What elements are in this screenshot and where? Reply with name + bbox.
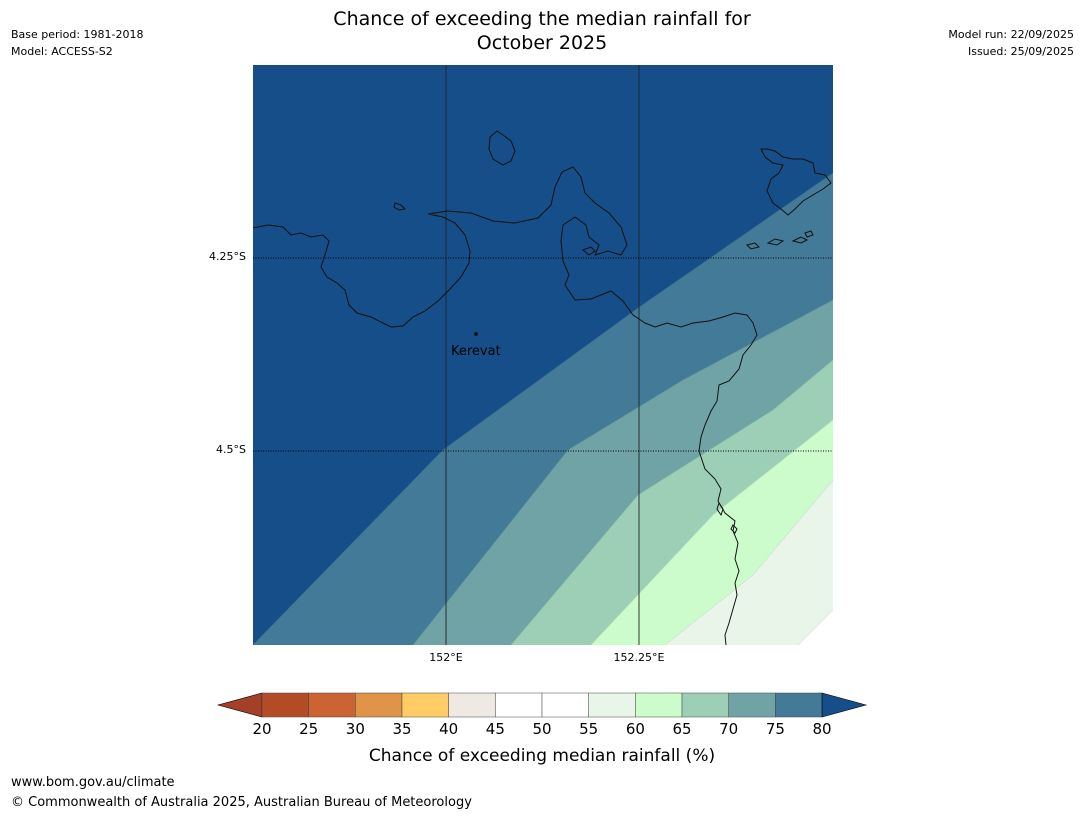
- contour-line: [664, 479, 834, 646]
- base-period: Base period: 1981-2018: [11, 28, 144, 41]
- lon-label-152-25: 152.25°E: [613, 651, 665, 664]
- band-55-60: [665, 480, 833, 645]
- lat-label-4-5: 4.5°S: [216, 443, 246, 456]
- colorbar-tick-label: 40: [439, 720, 459, 738]
- colorbar-segment: [261, 692, 309, 718]
- footer-copyright: © Commonwealth of Australia 2025, Austra…: [11, 795, 472, 810]
- colorbar-tick-label: 55: [579, 720, 599, 738]
- contour-line: [412, 299, 834, 646]
- colorbar-tick-label: 50: [532, 720, 552, 738]
- contour-line: [590, 419, 834, 646]
- model-name: Model: ACCESS-S2: [11, 45, 113, 58]
- colorbar-tick-label: 20: [252, 720, 272, 738]
- colorbar-segment: [448, 692, 496, 718]
- colorbar-tick-label: 75: [765, 720, 785, 738]
- lat-label-4-25: 4.25°S: [209, 250, 246, 263]
- kerevat-dot: [474, 332, 478, 336]
- colorbar: [214, 690, 874, 722]
- colorbar-segment: [495, 692, 543, 718]
- model-run: Model run: 22/09/2025: [948, 28, 1074, 41]
- colorbar-tick-label: 60: [625, 720, 645, 738]
- footer-url[interactable]: www.bom.gov.au/climate: [11, 775, 175, 790]
- colorbar-extend-high: [821, 692, 868, 718]
- colorbar-tick-label: 35: [392, 720, 412, 738]
- map-svg[interactable]: Kerevat: [252, 65, 834, 646]
- colorbar-segment: [775, 692, 823, 718]
- issued-date: Issued: 25/09/2025: [967, 45, 1074, 58]
- colorbar-tick-label: 45: [485, 720, 505, 738]
- meta-left: Base period: 1981-2018 Model: ACCESS-S2: [11, 26, 143, 60]
- colorbar-segment: [635, 692, 683, 718]
- contour-line: [252, 172, 834, 646]
- colorbar-segment: [588, 692, 636, 718]
- colorbar-tick-label: 65: [672, 720, 692, 738]
- coastline: [252, 130, 832, 646]
- colorbar-svg: [216, 692, 868, 718]
- colorbar-tick-label: 30: [345, 720, 365, 738]
- title-line-2: October 2025: [476, 32, 608, 54]
- colorbar-segment: [308, 692, 356, 718]
- chart-title: Chance of exceeding the median rainfall …: [242, 7, 842, 55]
- contour-line: [510, 359, 834, 646]
- lon-label-152: 152°E: [429, 651, 463, 664]
- colorbar-segment: [541, 692, 589, 718]
- colorbar-tick-label: 80: [812, 720, 832, 738]
- contour-line: [797, 609, 834, 646]
- meta-right: Model run: 22/09/2025 Issued: 25/09/2025: [948, 26, 1074, 60]
- colorbar-tick-label: 25: [299, 720, 319, 738]
- map[interactable]: Kerevat: [252, 65, 834, 646]
- colorbar-segment: [728, 692, 776, 718]
- colorbar-segment: [681, 692, 729, 718]
- title-line-1: Chance of exceeding the median rainfall …: [333, 8, 751, 30]
- colorbar-segment: [355, 692, 403, 718]
- colorbar-extend-low: [216, 692, 263, 718]
- colorbar-title: Chance of exceeding median rainfall (%): [368, 746, 716, 766]
- colorbar-tick-label: 70: [719, 720, 739, 738]
- colorbar-segment: [401, 692, 449, 718]
- kerevat-label: Kerevat: [451, 344, 501, 359]
